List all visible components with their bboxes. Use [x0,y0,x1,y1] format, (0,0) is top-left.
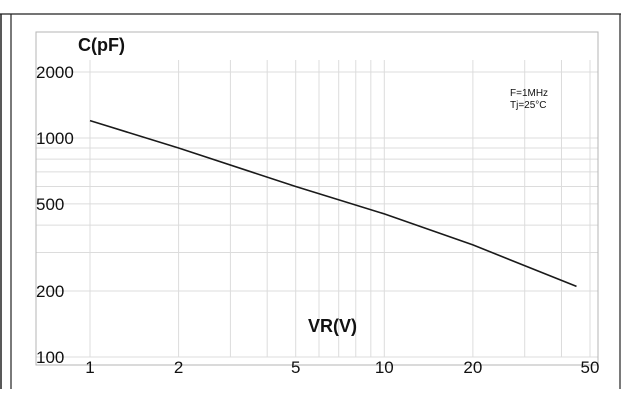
x-axis-title: VR(V) [308,316,357,336]
x-tick-label: 1 [85,358,94,377]
y-tick-label: 200 [36,282,64,301]
series-layer [89,119,577,288]
x-tick-label: 50 [581,358,600,377]
y-tick-label: 1000 [36,129,74,148]
top-band [0,0,621,14]
annotation-temperature: Tj=25°C [510,100,547,111]
tick-labels: 1 2 5 10 20 50 100 200 500 1000 2000 [36,63,599,377]
y-tick-label: 500 [36,195,64,214]
capacitance-line [89,119,577,288]
x-tick-label: 20 [463,358,482,377]
x-tick-label: 2 [174,358,183,377]
x-tick-label: 5 [291,358,300,377]
annotation-frequency: F=1MHz [510,88,548,99]
y-axis-title: C(pF) [78,35,125,55]
grid [36,60,598,358]
plot-area-border [35,31,599,366]
y-tick-label: 100 [36,348,64,367]
x-tick-label: 10 [375,358,394,377]
y-tick-label: 2000 [36,63,74,82]
